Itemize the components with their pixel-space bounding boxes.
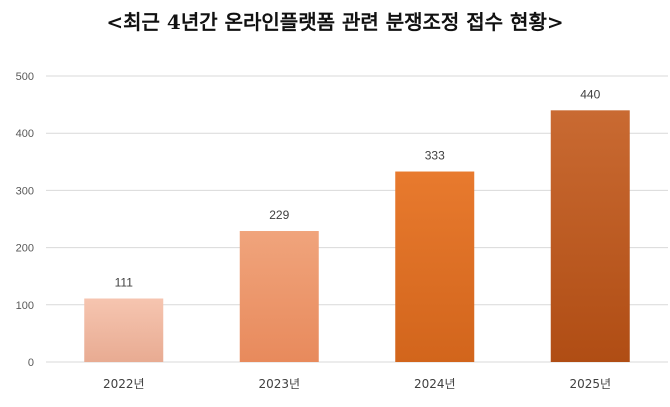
x-tick-label: 2022년 <box>103 377 145 391</box>
data-label: 440 <box>580 87 600 101</box>
y-tick-label: 400 <box>16 128 34 140</box>
y-tick-label: 200 <box>16 243 34 255</box>
data-label: 229 <box>269 208 289 222</box>
y-tick-label: 300 <box>16 185 34 197</box>
x-tick-label: 2023년 <box>258 377 300 391</box>
bar <box>395 171 475 362</box>
data-label: 111 <box>115 276 134 290</box>
y-tick-label: 0 <box>28 357 34 369</box>
chart-title: <최근 4년간 온라인플랫폼 관련 분쟁조정 접수 현황> <box>106 10 564 34</box>
bar <box>84 298 164 362</box>
data-labels: 111 229 333 440 <box>115 87 601 289</box>
x-axis-labels: 2022년 2023년 2024년 2025년 <box>103 377 611 391</box>
bar <box>550 110 630 362</box>
y-tick-label: 500 <box>16 71 34 83</box>
data-label: 333 <box>425 149 445 163</box>
x-tick-label: 2025년 <box>569 377 611 391</box>
y-axis-ticks: 0 100 200 300 400 500 <box>16 71 34 369</box>
bars <box>84 110 630 362</box>
y-tick-label: 100 <box>16 300 34 312</box>
x-tick-label: 2024년 <box>414 377 456 391</box>
bar <box>239 231 319 362</box>
